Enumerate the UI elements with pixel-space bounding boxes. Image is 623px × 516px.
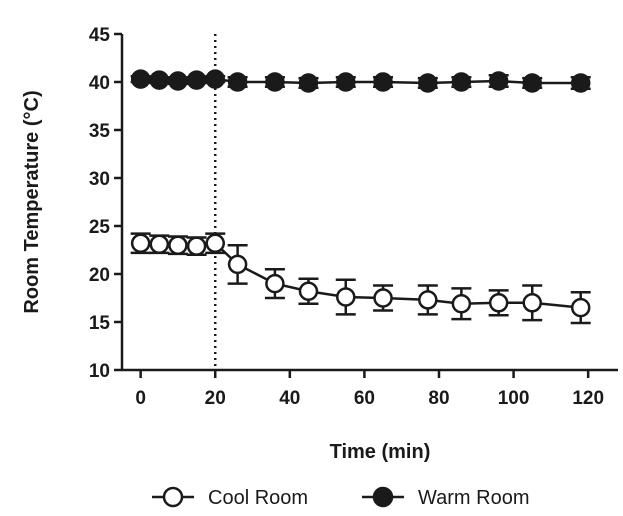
legend-label-cool-room: Cool Room [208, 487, 308, 509]
x-tick-label: 0 [135, 388, 146, 409]
axes: 10 15 20 25 30 35 40 45 0 20 40 60 80 100 120 [89, 25, 618, 409]
legend-item-warm-room: Warm Room [362, 486, 529, 509]
y-tick-label: 20 [89, 265, 110, 286]
legend-marker-warm-room [372, 486, 394, 508]
y-tick-label: 35 [89, 121, 111, 142]
data-point-warm-room [488, 71, 509, 91]
data-point-warm-room [522, 73, 542, 93]
data-point-warm-room [130, 69, 151, 89]
data-point-warm-room [570, 73, 591, 93]
x-tick-label: 120 [572, 388, 604, 409]
legend-item-cool-room: Cool Room [152, 486, 308, 509]
data-point-cool-room [168, 235, 188, 255]
data-point-cool-room [298, 281, 319, 302]
x-tick-label: 20 [205, 388, 226, 409]
y-tick-label: 25 [89, 217, 111, 238]
data-point-cool-room [451, 294, 472, 314]
data-point-warm-room [373, 72, 393, 92]
legend-label-warm-room: Warm Room [418, 487, 529, 509]
data-point-warm-room [451, 72, 472, 92]
data-point-warm-room [149, 70, 170, 90]
data-point-cool-room [488, 293, 509, 313]
data-point-warm-room [265, 72, 285, 92]
x-tick-label: 40 [279, 388, 300, 409]
data-point-warm-room [168, 71, 188, 91]
data-point-cool-room [130, 233, 151, 254]
data-point-cool-room [149, 234, 170, 254]
data-point-warm-room [186, 70, 207, 90]
series-warm-room [130, 69, 591, 93]
y-tick-label: 45 [89, 25, 111, 46]
data-point-warm-room [298, 73, 319, 93]
data-point-cool-room [265, 273, 285, 294]
data-point-warm-room [418, 73, 438, 93]
y-tick-label: 40 [89, 73, 110, 94]
data-point-cool-room [227, 254, 248, 275]
data-point-cool-room [373, 288, 393, 308]
data-point-cool-room [186, 236, 207, 256]
legend-marker-cool-room [162, 486, 184, 508]
data-point-cool-room [336, 287, 356, 307]
legend: Cool Room Warm Room [152, 486, 529, 509]
x-tick-label: 100 [498, 388, 530, 409]
x-tick-label: 80 [428, 388, 449, 409]
data-point-cool-room [570, 297, 591, 318]
series-cool-room [130, 232, 591, 325]
data-point-warm-room [336, 72, 356, 92]
data-point-warm-room [227, 72, 248, 92]
data-point-warm-room [205, 69, 225, 89]
data-point-cool-room [418, 290, 438, 310]
y-tick-label: 30 [89, 169, 110, 190]
y-tick-label: 10 [89, 361, 110, 382]
data-point-cool-room [205, 233, 225, 254]
x-axis-title: Time (min) [330, 441, 431, 463]
y-axis-title: Room Temperature (°C) [21, 90, 43, 313]
series-layer [130, 69, 591, 325]
data-point-cool-room [522, 293, 542, 313]
x-tick-label: 60 [354, 388, 375, 409]
y-tick-label: 15 [89, 313, 111, 334]
